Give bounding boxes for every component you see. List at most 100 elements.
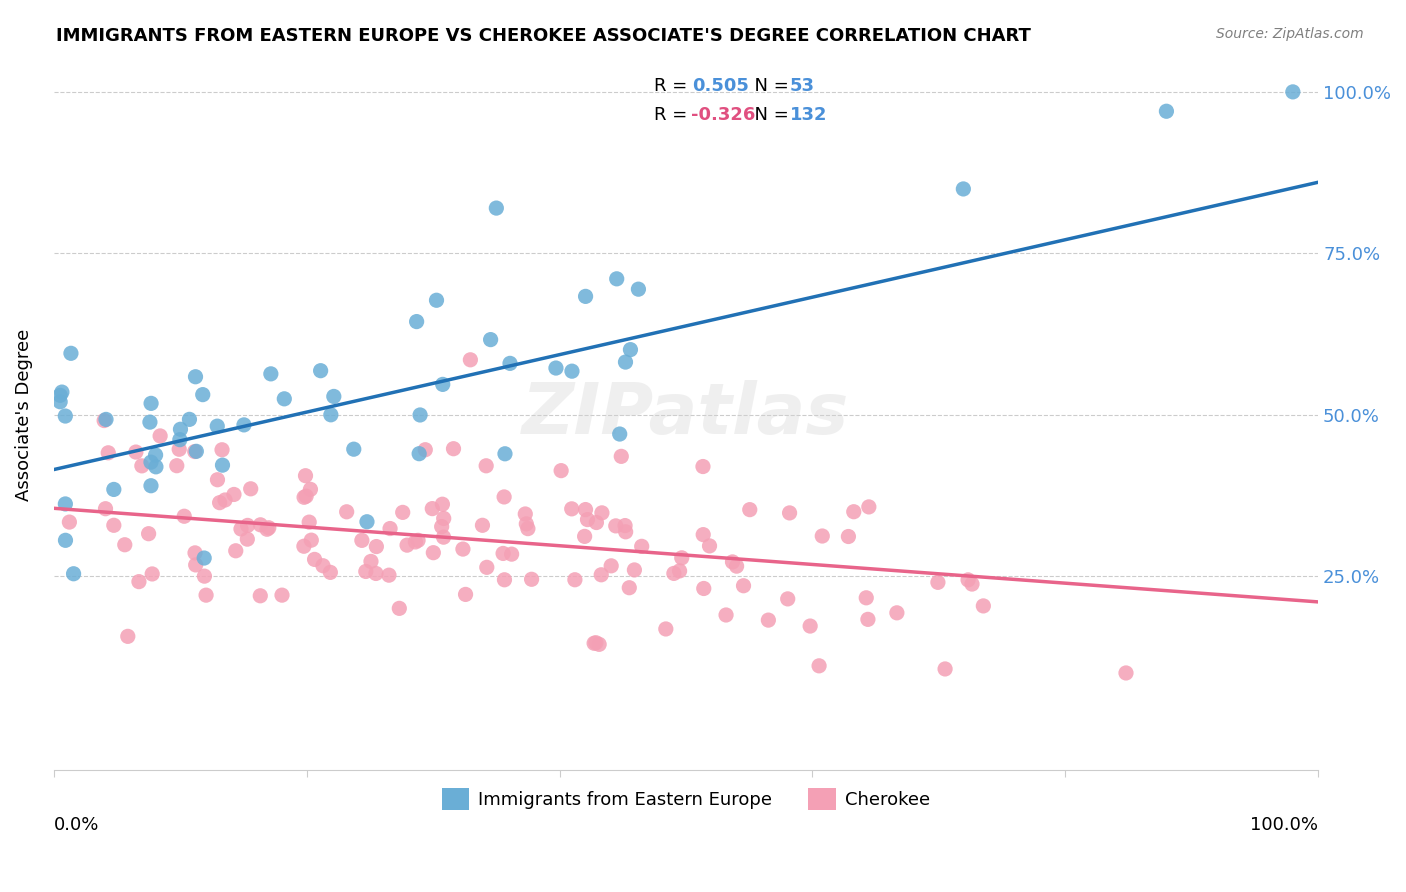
Point xyxy=(499,356,522,370)
Point xyxy=(173,509,195,524)
Point xyxy=(591,567,613,582)
Text: 132: 132 xyxy=(790,106,827,124)
Point xyxy=(856,612,879,626)
Point xyxy=(319,408,342,422)
Text: 53: 53 xyxy=(790,78,814,95)
Point xyxy=(544,361,567,376)
Point xyxy=(139,479,162,493)
Point xyxy=(356,515,378,529)
Point xyxy=(583,636,606,650)
Point xyxy=(249,517,271,532)
Point xyxy=(167,442,190,457)
Point xyxy=(191,387,214,401)
Point xyxy=(425,293,447,308)
Point xyxy=(516,522,538,536)
Point xyxy=(668,564,690,578)
Point xyxy=(756,613,779,627)
Point xyxy=(49,394,72,409)
Point xyxy=(420,501,443,516)
Text: 0.0%: 0.0% xyxy=(53,816,100,834)
Point xyxy=(515,516,537,531)
Point xyxy=(610,450,633,464)
Point xyxy=(406,533,429,548)
Point xyxy=(292,490,315,504)
Point xyxy=(208,496,231,510)
Point xyxy=(195,588,218,602)
Point xyxy=(655,622,678,636)
Point xyxy=(776,591,799,606)
Point xyxy=(94,501,117,516)
Point xyxy=(886,606,908,620)
Legend: Immigrants from Eastern Europe, Cherokee: Immigrants from Eastern Europe, Cherokee xyxy=(434,781,936,818)
Point xyxy=(1282,85,1305,99)
Point xyxy=(692,527,714,541)
Point xyxy=(166,458,188,473)
Point xyxy=(193,551,215,566)
Point xyxy=(138,526,160,541)
Point xyxy=(811,529,834,543)
Point xyxy=(492,546,515,560)
Text: 0.505: 0.505 xyxy=(692,78,749,95)
Y-axis label: Associate's Degree: Associate's Degree xyxy=(15,328,32,500)
Point xyxy=(494,573,516,587)
Point xyxy=(779,506,801,520)
Point xyxy=(671,550,693,565)
Point xyxy=(623,563,645,577)
Point xyxy=(627,282,650,296)
Point xyxy=(934,662,956,676)
Point xyxy=(614,355,637,369)
Point xyxy=(304,552,326,566)
Point xyxy=(422,546,444,560)
Point xyxy=(360,554,382,568)
Point xyxy=(952,182,974,196)
Point xyxy=(957,573,980,587)
Point xyxy=(494,490,516,504)
Point xyxy=(855,591,877,605)
Point xyxy=(404,535,426,549)
Point xyxy=(574,502,596,516)
Point xyxy=(396,538,419,552)
Point xyxy=(479,333,502,347)
Point xyxy=(520,572,543,586)
Point xyxy=(725,559,748,574)
Text: R =: R = xyxy=(654,78,693,95)
Point xyxy=(485,201,508,215)
Point xyxy=(103,483,125,497)
Point xyxy=(249,589,271,603)
Point xyxy=(475,458,498,473)
Point xyxy=(211,458,233,472)
Point xyxy=(451,542,474,557)
Point xyxy=(699,539,721,553)
Point xyxy=(55,533,77,548)
Point xyxy=(378,568,401,582)
Point xyxy=(837,529,859,543)
Point xyxy=(927,575,949,590)
Point xyxy=(619,581,641,595)
Point xyxy=(378,522,401,536)
Point xyxy=(972,599,994,613)
Point xyxy=(405,315,427,329)
Point xyxy=(94,412,117,426)
Point xyxy=(408,447,430,461)
Point xyxy=(858,500,880,514)
Point xyxy=(609,427,631,442)
Point xyxy=(432,377,454,392)
Point xyxy=(1156,104,1178,119)
Point xyxy=(103,518,125,533)
Point xyxy=(59,346,82,360)
Point xyxy=(619,343,641,357)
Point xyxy=(184,444,207,458)
Point xyxy=(454,587,477,601)
Point xyxy=(808,658,831,673)
Point xyxy=(141,566,163,581)
Point xyxy=(564,573,586,587)
Point xyxy=(53,497,76,511)
Point xyxy=(117,629,139,643)
Point xyxy=(214,493,236,508)
Point xyxy=(842,505,865,519)
Point xyxy=(960,577,983,591)
Text: ZIPatlas: ZIPatlas xyxy=(522,380,849,450)
Point xyxy=(62,566,84,581)
Point xyxy=(139,455,162,469)
Point xyxy=(222,487,245,501)
